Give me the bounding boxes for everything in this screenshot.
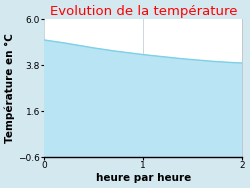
X-axis label: heure par heure: heure par heure — [96, 173, 191, 183]
Title: Evolution de la température: Evolution de la température — [50, 5, 237, 18]
Y-axis label: Température en °C: Température en °C — [5, 33, 15, 143]
